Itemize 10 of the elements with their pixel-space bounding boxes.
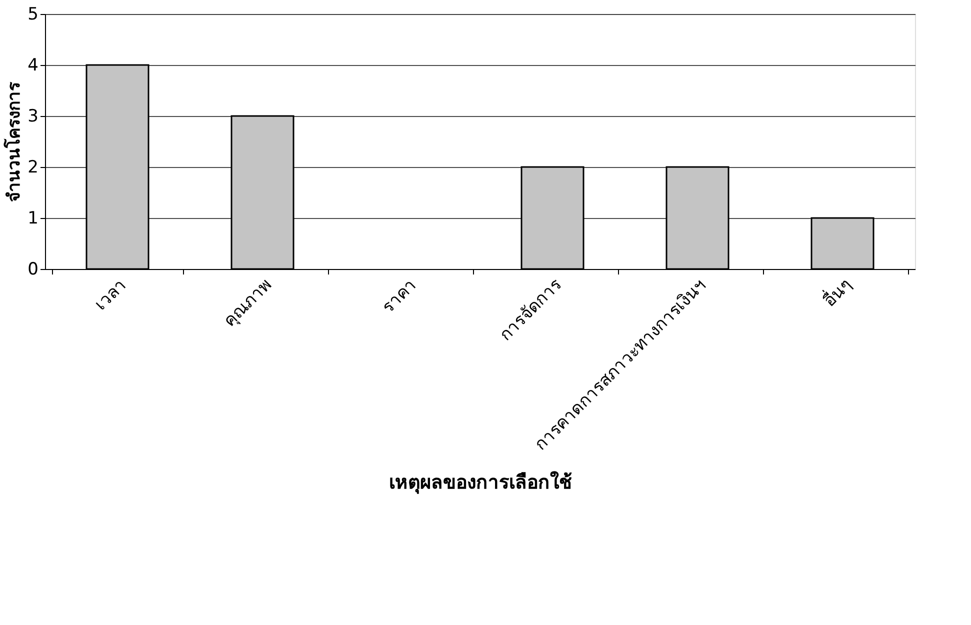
x-tick-label: อื่นๆ	[818, 272, 856, 312]
y-tick-label: 1	[28, 208, 38, 228]
y-tick-label: 3	[28, 106, 38, 126]
y-axis-title: จำนวนโครงการ	[4, 81, 25, 202]
y-tick-label: 0	[28, 260, 38, 280]
y-tick-label: 2	[28, 158, 38, 178]
y-tick-label: 4	[28, 56, 38, 76]
x-axis-title: เหตุผลของการเลือกใช้	[389, 470, 572, 494]
x-tick-label: เวลา	[91, 275, 131, 315]
y-tick-label: 5	[28, 4, 38, 24]
